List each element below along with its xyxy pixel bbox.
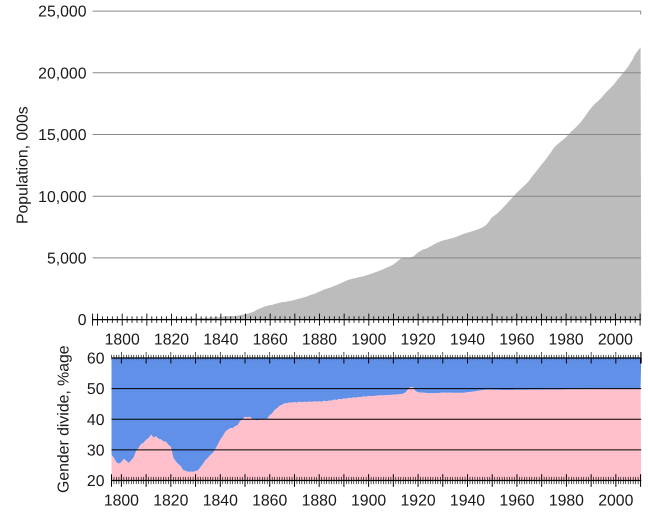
svg-text:1900: 1900 — [351, 332, 386, 349]
svg-text:1900: 1900 — [351, 493, 386, 510]
svg-text:15,000: 15,000 — [38, 127, 87, 144]
svg-text:0: 0 — [78, 312, 87, 329]
svg-text:1860: 1860 — [253, 332, 288, 349]
svg-text:1840: 1840 — [203, 332, 238, 349]
svg-text:1820: 1820 — [154, 332, 189, 349]
svg-text:1980: 1980 — [549, 493, 584, 510]
svg-text:1940: 1940 — [450, 493, 485, 510]
svg-text:1880: 1880 — [302, 493, 337, 510]
svg-text:1940: 1940 — [450, 332, 485, 349]
svg-text:2000: 2000 — [598, 332, 633, 349]
svg-text:2000: 2000 — [598, 493, 633, 510]
svg-text:Gender divide, %age: Gender divide, %age — [56, 345, 73, 493]
svg-text:1800: 1800 — [105, 332, 140, 349]
svg-text:30: 30 — [87, 443, 105, 460]
svg-text:25,000: 25,000 — [38, 4, 87, 21]
svg-text:1980: 1980 — [549, 332, 584, 349]
svg-text:1920: 1920 — [401, 332, 436, 349]
svg-text:1800: 1800 — [104, 493, 139, 510]
svg-text:1960: 1960 — [499, 493, 534, 510]
svg-text:60: 60 — [87, 351, 105, 368]
svg-text:1880: 1880 — [302, 332, 337, 349]
svg-text:10,000: 10,000 — [38, 189, 87, 206]
svg-text:1820: 1820 — [153, 493, 188, 510]
svg-text:1920: 1920 — [401, 493, 436, 510]
svg-text:5,000: 5,000 — [47, 251, 87, 268]
svg-text:50: 50 — [87, 381, 105, 398]
svg-text:1960: 1960 — [499, 332, 534, 349]
svg-text:20,000: 20,000 — [38, 65, 87, 82]
svg-text:Population, 000s: Population, 000s — [15, 106, 32, 224]
svg-text:1840: 1840 — [203, 493, 238, 510]
svg-text:20: 20 — [87, 473, 105, 490]
svg-text:40: 40 — [87, 412, 105, 429]
svg-text:1860: 1860 — [252, 493, 287, 510]
